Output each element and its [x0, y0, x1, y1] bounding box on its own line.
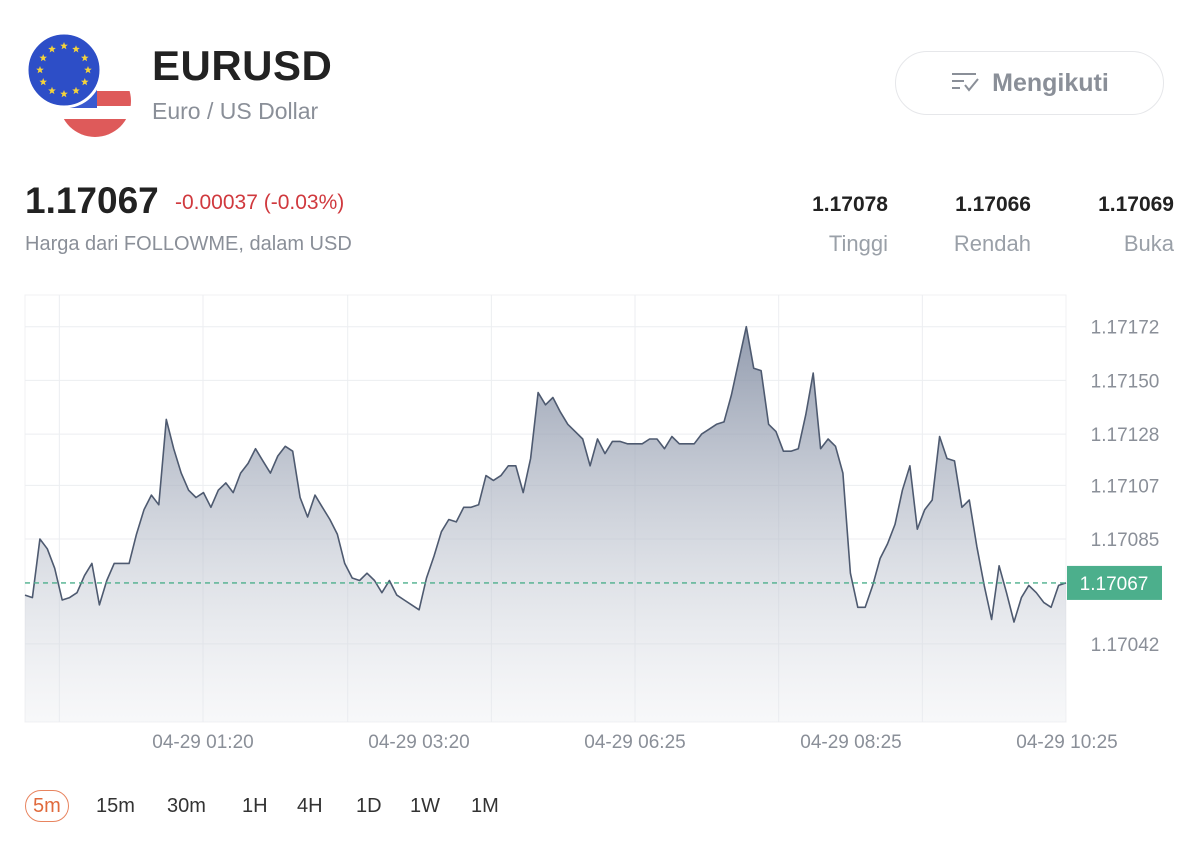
y-tick-label: 1.17042: [1091, 635, 1160, 656]
x-tick-label: 04-29 03:20: [368, 732, 469, 753]
timeframe-tab-4h[interactable]: 4H: [297, 795, 323, 817]
y-tick-label: 1.17107: [1091, 476, 1160, 497]
current-price: 1.17067: [25, 180, 159, 221]
stat-high: 1.17078 Tinggi: [812, 193, 888, 257]
symbol-full-name: Euro / US Dollar: [152, 98, 319, 124]
stat-open-label: Buka: [1123, 231, 1174, 256]
y-tick-label: 1.17150: [1091, 371, 1160, 392]
x-tick-label: 04-29 06:25: [584, 732, 685, 753]
star-icon: [48, 86, 56, 94]
star-icon: [39, 54, 47, 62]
follow-button[interactable]: Mengikuti: [895, 51, 1164, 115]
price-area: [25, 326, 1066, 722]
timeframe-tab-1h[interactable]: 1H: [242, 795, 268, 817]
star-icon: [60, 90, 68, 98]
stat-open-value: 1.17069: [1098, 193, 1174, 216]
timeframe-tab-5m[interactable]: 5m: [25, 790, 69, 822]
stat-low-label: Rendah: [953, 231, 1031, 256]
star-icon: [72, 86, 80, 94]
star-icon: [36, 66, 44, 74]
star-icon: [81, 54, 89, 62]
timeframe-tab-15m[interactable]: 15m: [96, 795, 135, 817]
star-icon: [48, 45, 56, 53]
star-icon: [72, 45, 80, 53]
x-tick-label: 04-29 10:25: [1016, 732, 1117, 753]
stat-high-value: 1.17078: [812, 193, 888, 216]
price-source-note: Harga dari FOLLOWME, dalam USD: [25, 233, 352, 255]
y-tick-label: 1.17128: [1091, 425, 1160, 446]
follow-button-label: Mengikuti: [992, 68, 1109, 97]
timeframe-tab-30m[interactable]: 30m: [167, 795, 206, 817]
watchlist-icon: [950, 69, 980, 98]
stat-high-label: Tinggi: [828, 231, 888, 256]
stat-low-value: 1.17066: [955, 193, 1031, 216]
symbol-title: EURUSD: [152, 42, 333, 89]
timeframe-tab-1d[interactable]: 1D: [356, 795, 382, 817]
star-icon: [84, 66, 92, 74]
eu-flag-icon: [25, 31, 103, 109]
y-tick-label: 1.17172: [1091, 318, 1160, 339]
current-price-badge: [1067, 565, 1162, 600]
star-icon: [81, 78, 89, 86]
timeframe-tab-1w[interactable]: 1W: [410, 795, 440, 817]
price-chart[interactable]: 1.17172 1.17150 1.17128 1.17107 1.17085 1.170…: [0, 280, 1202, 760]
stat-low: 1.17066 Rendah: [954, 193, 1031, 257]
x-tick-label: 04-29 01:20: [152, 732, 253, 753]
price-change: -0.00037 (-0.03%): [175, 191, 345, 214]
star-icon: [60, 42, 68, 50]
price-line: [24, 325, 1067, 623]
stat-open: 1.17069 Buka: [1098, 193, 1174, 257]
x-tick-label: 04-29 08:25: [800, 732, 901, 753]
currency-pair-logo: [25, 31, 133, 139]
timeframe-tab-1m[interactable]: 1M: [471, 795, 499, 817]
current-price-label: 1.17067: [1080, 574, 1149, 595]
star-icon: [39, 78, 47, 86]
y-tick-label: 1.17085: [1091, 530, 1160, 551]
